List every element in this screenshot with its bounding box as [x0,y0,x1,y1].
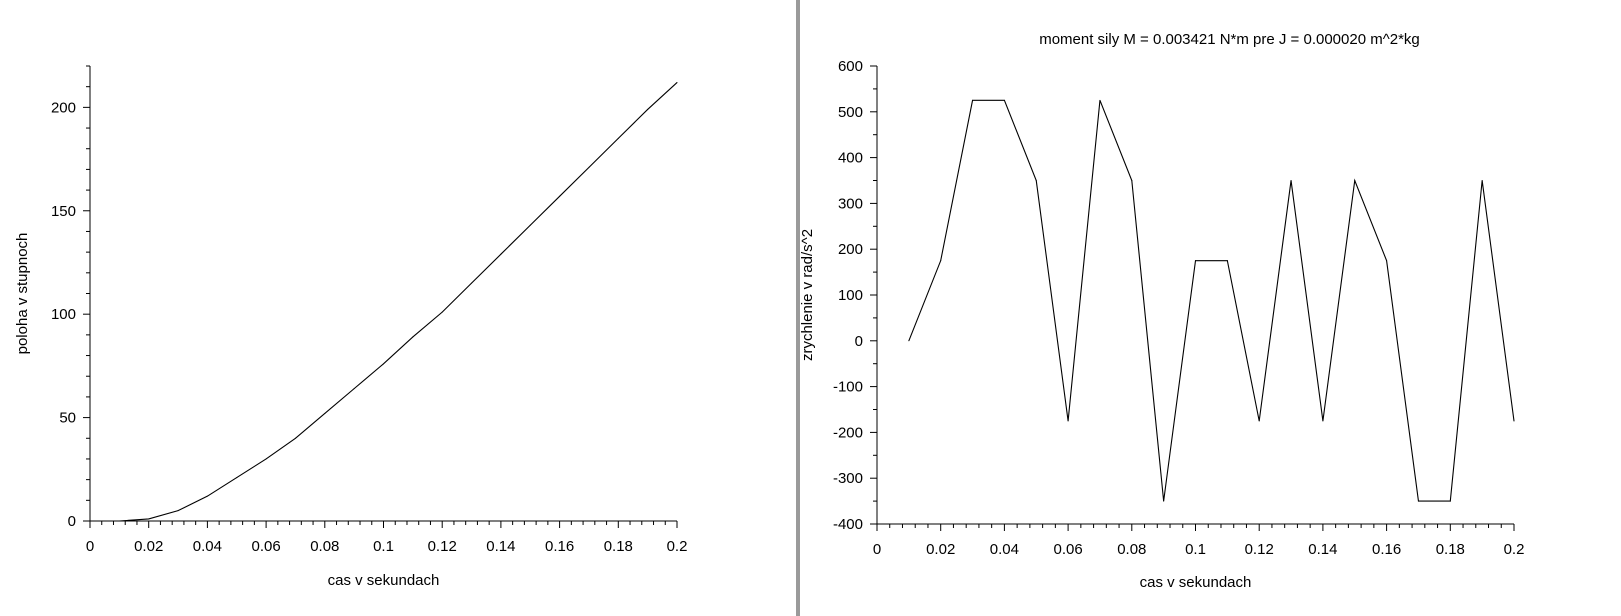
data-point [1131,180,1133,181]
data-point [412,336,414,338]
y-tick-label: -100 [833,379,863,396]
data-point [1322,420,1324,422]
x-tick-label: 0.06 [251,538,280,555]
data-point [617,137,619,139]
y-tick-label: 100 [838,287,863,304]
data-point [353,388,355,390]
data-point [588,166,590,168]
data-point [676,82,678,84]
x-tick-label: 0.08 [1117,541,1146,558]
data-point [1163,500,1165,502]
x-tick-label: 0.02 [134,538,163,555]
y-tick-label: 200 [51,99,76,116]
data-point [559,195,561,197]
x-tick-label: 0.12 [1245,541,1274,558]
x-axis-label: cas v sekundach [328,572,440,589]
window-divider [796,0,800,616]
data-point [118,520,120,522]
y-tick-label: 150 [51,203,76,220]
data-point [1354,180,1356,181]
y-tick-label: 50 [59,410,76,427]
data-point [324,412,326,414]
data-point [1386,260,1388,262]
data-point [265,458,267,460]
y-tick-label: -300 [833,470,863,487]
y-tick-label: -200 [833,424,863,441]
x-tick-label: 0.1 [1185,541,1206,558]
position-chart: 0 0.02 0.04 0.06 0.08 0.1 0.12 0.14 0.16 0.18 0.2 0… [14,65,688,589]
acceleration-plot-panel: 0 0.02 0.04 0.06 0.08 0.1 0.12 0.14 0.16 0.18 0.2 -… [800,0,1621,616]
y-tick-label: 0 [855,333,863,350]
data-point [383,363,384,365]
x-tick-label: 0.08 [310,538,339,555]
x-tick-label: 0.16 [1372,541,1401,558]
x-tick-label: 0.18 [1436,541,1465,558]
data-point [1417,500,1419,502]
x-tick-label: 0.06 [1053,541,1082,558]
data-point [1226,260,1228,262]
data-point [940,260,942,262]
data-point [908,340,910,342]
y-tick-label: 300 [838,195,863,212]
y-tick-label: 600 [838,58,863,75]
acceleration-chart: 0 0.02 0.04 0.06 0.08 0.1 0.12 0.14 0.16 0.18 0.2 -… [800,31,1525,591]
data-point [206,495,208,497]
data-point [148,518,150,520]
x-tick-label: 0 [873,541,881,558]
y-tick-label: 200 [838,241,863,258]
data-point [1035,180,1037,181]
y-tick-label: 100 [51,306,76,323]
x-tick-label: 0.1 [373,538,394,555]
data-point [1258,420,1260,422]
series-line [119,82,678,522]
data-point [1481,180,1483,181]
y-tick-label: 500 [838,104,863,121]
x-tick-label: 0.14 [486,538,515,555]
data-point [1003,99,1005,101]
x-axis-label: cas v sekundach [1140,574,1252,591]
chart-title: moment sily M = 0.003421 N*m pre J = 0.0… [1039,31,1420,48]
x-tick-label: 0.04 [193,538,222,555]
y-tick-label: -400 [833,516,863,533]
x-tick-label: 0.2 [1504,541,1525,558]
position-plot-panel: 0 0.02 0.04 0.06 0.08 0.1 0.12 0.14 0.16 0.18 0.2 0… [0,0,796,616]
data-point [1099,99,1101,101]
data-point [647,108,649,110]
y-axis-label: zrychlenie v rad/s^2 [800,229,816,361]
data-point [177,510,179,512]
y-tick-label: 0 [68,513,76,530]
data-point [1195,260,1196,262]
data-point [441,311,443,313]
data-point [529,224,531,226]
data-point [471,282,473,284]
x-tick-label: 0.18 [604,538,633,555]
x-tick-label: 0.12 [428,538,457,555]
data-point [1449,500,1451,502]
data-point [1067,420,1069,422]
x-tick-label: 0.2 [667,538,688,555]
x-tick-label: 0.04 [990,541,1019,558]
data-point [236,477,238,479]
data-point [1290,180,1292,181]
data-point [500,253,502,255]
data-point [294,437,296,439]
data-point [1513,420,1515,422]
series-line [908,99,1515,502]
x-tick-label: 0.14 [1308,541,1337,558]
x-tick-label: 0.16 [545,538,574,555]
x-tick-label: 0 [86,538,94,555]
data-point [972,99,974,101]
x-tick-label: 0.02 [926,541,955,558]
y-tick-label: 400 [838,150,863,167]
y-axis-label: poloha v stupnoch [14,233,31,355]
